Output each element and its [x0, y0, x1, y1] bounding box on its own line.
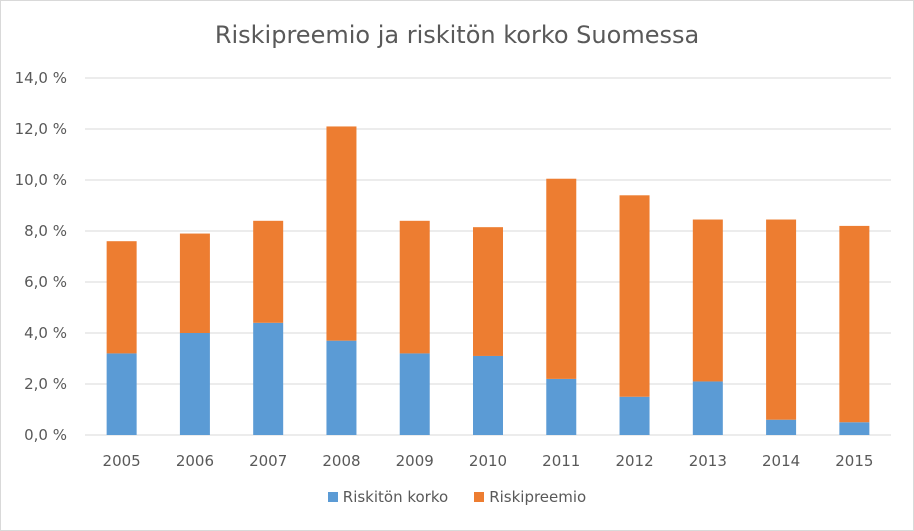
x-tick-label: 2015: [835, 452, 873, 470]
y-tick-label: 0,0 %: [24, 426, 67, 444]
x-tick-label: 2013: [689, 452, 727, 470]
bar-riskipreemio: [619, 195, 650, 397]
bar-riskiton-korko: [179, 333, 210, 435]
bar-riskipreemio: [546, 178, 577, 379]
bar-riskiton-korko: [106, 353, 137, 435]
y-tick-label: 6,0 %: [24, 273, 67, 291]
x-tick-label: 2007: [249, 452, 287, 470]
bar-riskipreemio: [692, 219, 723, 382]
bar-riskipreemio: [399, 220, 430, 354]
y-tick-label: 10,0 %: [15, 171, 67, 189]
bar-riskiton-korko: [326, 340, 357, 435]
x-tick-label: 2006: [176, 452, 214, 470]
x-tick-label: 2014: [762, 452, 800, 470]
bar-riskiton-korko: [546, 378, 577, 435]
y-tick-label: 14,0 %: [15, 69, 67, 87]
legend-swatch-riskiton-korko: [327, 492, 338, 502]
bar-riskipreemio: [326, 126, 357, 341]
legend-label-riskipreemio: Riskipreemio: [489, 488, 587, 506]
bar-riskiton-korko: [839, 422, 870, 435]
bar-riskipreemio: [473, 227, 503, 356]
bar-riskipreemio: [179, 233, 210, 333]
legend-swatch-riskipreemio: [474, 492, 485, 502]
bar-riskipreemio: [253, 220, 284, 323]
legend: Riskitön korko Riskipreemio: [1, 488, 913, 506]
bar-riskiton-korko: [473, 355, 503, 435]
bar-riskiton-korko: [399, 353, 430, 435]
bar-riskiton-korko: [766, 419, 797, 435]
x-tick-label: 2012: [615, 452, 653, 470]
bar-riskiton-korko: [253, 322, 284, 435]
legend-item-riskipreemio: Riskipreemio: [474, 488, 586, 506]
legend-label-riskiton-korko: Riskitön korko: [342, 488, 449, 506]
y-tick-label: 2,0 %: [24, 375, 67, 393]
bar-riskiton-korko: [692, 381, 723, 435]
bar-riskipreemio: [839, 225, 870, 423]
bar-riskiton-korko: [619, 396, 650, 435]
x-tick-label: 2005: [103, 452, 141, 470]
x-tick-label: 2011: [542, 452, 580, 470]
y-tick-label: 8,0 %: [24, 222, 67, 240]
chart-title: Riskipreemio ja riskitön korko Suomessa: [214, 21, 700, 49]
x-tick-label: 2008: [322, 452, 360, 470]
bar-riskipreemio: [766, 219, 797, 420]
y-tick-label: 12,0 %: [15, 120, 67, 138]
x-tick-label: 2010: [469, 452, 507, 470]
legend-item-riskiton-korko: Riskitön korko: [327, 488, 449, 506]
x-tick-label: 2009: [396, 452, 434, 470]
y-tick-label: 4,0 %: [24, 324, 67, 342]
bar-riskipreemio: [106, 241, 137, 354]
